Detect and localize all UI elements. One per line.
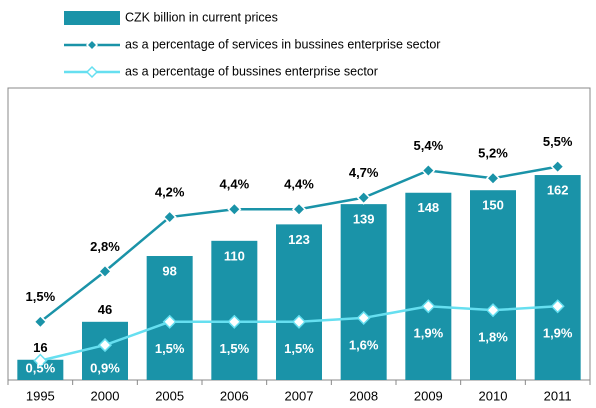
line-marker <box>550 299 565 314</box>
x-tick-label: 2006 <box>220 388 249 403</box>
line-label: 1,9% <box>543 326 573 341</box>
bar <box>534 175 581 380</box>
line-label: 5,4% <box>414 138 444 153</box>
line-marker <box>162 209 177 225</box>
line-label: 1,5% <box>220 341 250 356</box>
line-marker <box>97 338 113 353</box>
bar <box>405 192 452 380</box>
line-marker <box>97 264 113 279</box>
x-tick-label: 2007 <box>285 388 314 403</box>
line-label: 1,5% <box>155 341 185 356</box>
line-label: 1,8% <box>478 330 508 345</box>
line-label: 0,9% <box>90 360 120 375</box>
x-tick-label: 1995 <box>26 388 55 403</box>
line-marker <box>33 314 48 329</box>
x-tick-label: 2005 <box>155 388 184 403</box>
x-tick-label: 2009 <box>414 388 443 403</box>
x-tick-label: 2008 <box>349 388 378 403</box>
line-label: 4,4% <box>284 177 314 192</box>
line-marker <box>33 353 48 368</box>
line-label: 2,8% <box>90 239 120 254</box>
legend-marker <box>85 65 99 79</box>
x-tick-label: 2000 <box>91 388 120 403</box>
line-marker <box>485 303 501 318</box>
line-label: 1,9% <box>414 326 444 341</box>
x-tick-label: 2010 <box>479 388 508 403</box>
bar <box>17 359 64 380</box>
line-marker <box>485 171 501 186</box>
line-marker <box>291 314 307 329</box>
line-label: 4,7% <box>349 165 379 180</box>
line-marker <box>291 202 307 217</box>
line-label: 4,4% <box>220 177 250 192</box>
legend-label: as a percentage of services in bussines … <box>125 37 440 51</box>
bar <box>276 224 322 380</box>
line-marker <box>227 314 242 329</box>
line-marker <box>227 202 242 217</box>
bar <box>340 204 387 380</box>
bar <box>211 240 258 380</box>
bar-label: 98 <box>162 263 176 278</box>
bar-label: 139 <box>353 212 375 227</box>
line-marker <box>162 314 177 329</box>
bar-label: 148 <box>417 200 439 215</box>
legend-label: CZK billion in current prices <box>125 10 278 24</box>
bar-label: 110 <box>224 248 245 263</box>
line-label: 1,5% <box>26 289 56 304</box>
line-marker <box>421 163 436 178</box>
line-label: 5,5% <box>543 134 573 149</box>
legend-marker <box>85 38 99 52</box>
line-marker <box>421 299 436 314</box>
line-label: 1,6% <box>349 337 379 352</box>
bar-label: 150 <box>482 198 504 213</box>
bar-label: 46 <box>98 302 112 317</box>
bar-label: 123 <box>288 232 310 247</box>
line-marker <box>356 190 371 205</box>
legend-label: as a percentage of bussines enterprise s… <box>125 64 378 78</box>
line-label: 1,5% <box>284 341 314 356</box>
x-tick-label: 2011 <box>544 388 572 403</box>
line-marker <box>356 310 371 325</box>
line-label: 4,2% <box>155 184 185 199</box>
line-marker <box>550 159 565 174</box>
line-label: 0,5% <box>26 360 56 375</box>
bar-label: 162 <box>547 182 569 197</box>
bar-label: 16 <box>33 340 47 355</box>
legend-swatch <box>64 11 120 25</box>
line-label: 5,2% <box>478 146 508 161</box>
bar <box>470 190 516 380</box>
